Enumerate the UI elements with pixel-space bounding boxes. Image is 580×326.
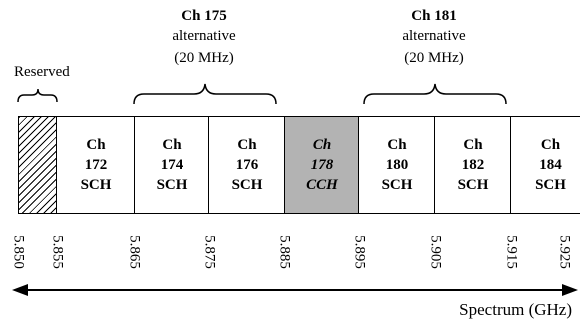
channel-180-type: SCH xyxy=(381,177,413,193)
reserved-brace xyxy=(17,88,58,103)
channel-182-number: 182 xyxy=(461,157,485,173)
channel-180-block: Ch 180 SCH xyxy=(358,116,436,214)
channel-184-line1: Ch xyxy=(540,137,561,153)
channel-172-type: SCH xyxy=(80,177,112,193)
spectrum-axis-right-arrowhead xyxy=(562,284,578,296)
ch175-brace xyxy=(133,83,277,105)
channel-176-number: 176 xyxy=(235,157,259,173)
channel-176-type: SCH xyxy=(231,177,263,193)
channel-176-line1: Ch xyxy=(237,137,257,153)
freq-label-5850: 5.850 xyxy=(8,226,28,278)
spectrum-axis-left-arrowhead xyxy=(12,284,28,296)
spectrum-axis-label: Spectrum (GHz) xyxy=(459,300,572,319)
channel-178-line1: Ch xyxy=(312,137,332,153)
reserved-label: Reserved xyxy=(14,64,70,80)
freq-label-5885: 5.885 xyxy=(274,226,294,278)
channel-178-type: CCH xyxy=(306,177,338,193)
channel-184-block: Ch 184 SCH xyxy=(510,116,580,214)
channel-180-line1: Ch xyxy=(387,137,407,153)
freq-label-5895: 5.895 xyxy=(349,226,369,278)
channel-180-number: 180 xyxy=(385,157,409,173)
ch181-sub2: (20 MHz) xyxy=(404,50,464,66)
channel-172-block: Ch 172 SCH xyxy=(56,116,136,214)
channel-182-block: Ch 182 SCH xyxy=(434,116,512,214)
channel-174-number: 174 xyxy=(160,157,184,173)
freq-label-5865: 5.865 xyxy=(124,226,144,278)
freq-label-5875-text: 5.875 xyxy=(201,235,218,269)
ch181-sub1: alternative xyxy=(402,28,466,44)
channel-178-block: Ch 178 CCH xyxy=(284,116,360,214)
ch181-brace xyxy=(363,83,507,105)
freq-label-5885-text: 5.885 xyxy=(276,235,293,269)
ch181-title: Ch 181 xyxy=(411,8,457,24)
freq-label-5865-text: 5.865 xyxy=(126,235,143,269)
ch175-sub1: alternative xyxy=(172,28,236,44)
channel-174-type: SCH xyxy=(156,177,188,193)
channel-172-line1: Ch xyxy=(86,137,106,153)
channel-172-number: 172 xyxy=(84,157,108,173)
channel-178-number: 178 xyxy=(310,157,334,173)
freq-label-5925-text: 5.925 xyxy=(556,235,573,269)
freq-label-5855-text: 5.855 xyxy=(49,235,66,269)
channel-174-block: Ch 174 SCH xyxy=(134,116,210,214)
freq-label-5855: 5.855 xyxy=(47,226,67,278)
channel-184-number: 184 xyxy=(539,157,562,173)
ch175-sub2: (20 MHz) xyxy=(174,50,234,66)
ch175-title: Ch 175 xyxy=(181,8,227,24)
channel-182-type: SCH xyxy=(457,177,489,193)
freq-label-5895-text: 5.895 xyxy=(351,235,368,269)
freq-label-5915: 5.915 xyxy=(501,226,521,278)
freq-label-5915-text: 5.915 xyxy=(503,235,520,269)
reserved-block xyxy=(18,116,58,214)
freq-label-5850-text: 5.850 xyxy=(10,235,27,269)
channel-174-line1: Ch xyxy=(162,137,182,153)
channel-182-line1: Ch xyxy=(463,137,483,153)
freq-label-5905: 5.905 xyxy=(425,226,445,278)
channel-176-block: Ch 176 SCH xyxy=(208,116,286,214)
freq-label-5925: 5.925 xyxy=(554,226,574,278)
freq-label-5875: 5.875 xyxy=(199,226,219,278)
channel-184-type: SCH xyxy=(535,177,566,193)
freq-label-5905-text: 5.905 xyxy=(427,235,444,269)
